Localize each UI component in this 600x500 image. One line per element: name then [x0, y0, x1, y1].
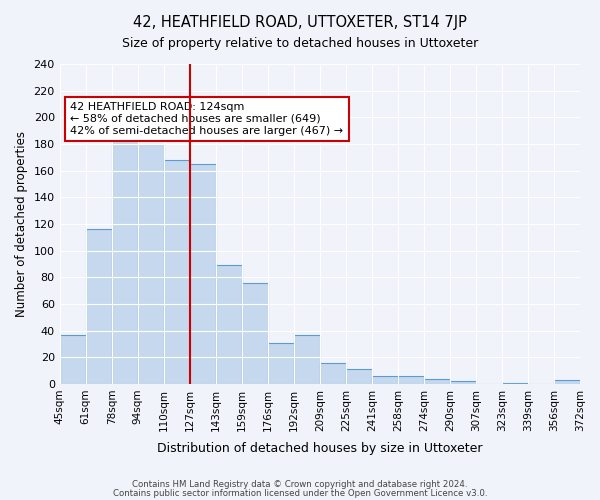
Bar [372, 376, 398, 384]
Bar [398, 376, 424, 384]
Bar [86, 230, 112, 384]
Bar [216, 266, 242, 384]
Bar [502, 382, 528, 384]
Bar [450, 381, 476, 384]
Bar [346, 369, 372, 384]
Bar [424, 378, 450, 384]
Text: Contains public sector information licensed under the Open Government Licence v3: Contains public sector information licen… [113, 488, 487, 498]
Bar [294, 334, 320, 384]
Text: 42, HEATHFIELD ROAD, UTTOXETER, ST14 7JP: 42, HEATHFIELD ROAD, UTTOXETER, ST14 7JP [133, 15, 467, 30]
Text: Size of property relative to detached houses in Uttoxeter: Size of property relative to detached ho… [122, 38, 478, 51]
Text: 42 HEATHFIELD ROAD: 124sqm
← 58% of detached houses are smaller (649)
42% of sem: 42 HEATHFIELD ROAD: 124sqm ← 58% of deta… [70, 102, 343, 136]
Bar [164, 160, 190, 384]
Y-axis label: Number of detached properties: Number of detached properties [15, 131, 28, 317]
Bar [320, 362, 346, 384]
Bar [268, 342, 294, 384]
X-axis label: Distribution of detached houses by size in Uttoxeter: Distribution of detached houses by size … [157, 442, 482, 455]
Bar [190, 164, 216, 384]
Bar [59, 334, 86, 384]
Text: Contains HM Land Registry data © Crown copyright and database right 2024.: Contains HM Land Registry data © Crown c… [132, 480, 468, 489]
Bar [242, 282, 268, 384]
Bar [138, 144, 164, 384]
Bar [554, 380, 580, 384]
Bar [112, 138, 138, 384]
